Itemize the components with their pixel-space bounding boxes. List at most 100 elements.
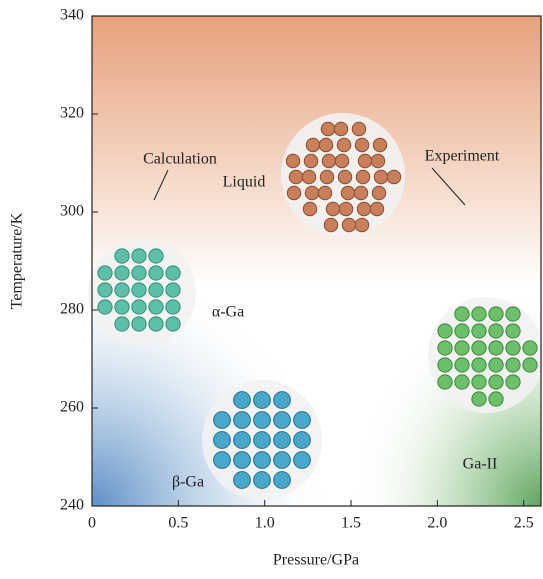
y-tick-label: 320 xyxy=(60,105,84,122)
y-axis-label: Temperature/K xyxy=(9,212,26,309)
atom xyxy=(355,218,368,231)
x-tick-label: 0 xyxy=(88,515,96,532)
atom xyxy=(115,249,129,263)
atom xyxy=(472,341,486,355)
atom xyxy=(132,283,146,297)
annotation: Experiment xyxy=(425,148,500,165)
atom xyxy=(254,432,271,449)
atom xyxy=(455,375,469,389)
atom xyxy=(234,452,251,469)
atom xyxy=(523,341,537,355)
atom xyxy=(489,307,503,321)
annotation: β-Ga xyxy=(172,474,204,491)
atom xyxy=(455,307,469,321)
atom xyxy=(214,452,231,469)
atom xyxy=(489,341,503,355)
atom xyxy=(355,138,368,151)
atom xyxy=(98,266,112,280)
atom xyxy=(472,358,486,372)
atom xyxy=(356,170,369,183)
atom xyxy=(489,392,503,406)
y-tick-label: 340 xyxy=(60,7,84,24)
atom xyxy=(455,341,469,355)
atom xyxy=(132,300,146,314)
atom xyxy=(254,412,271,429)
atom xyxy=(354,186,367,199)
atom xyxy=(115,266,129,280)
atom xyxy=(321,122,334,135)
y-tick-label: 300 xyxy=(60,203,84,220)
atom xyxy=(371,154,384,167)
atom xyxy=(166,300,180,314)
atom xyxy=(149,249,163,263)
atom xyxy=(132,266,146,280)
atom xyxy=(149,300,163,314)
atom xyxy=(294,452,311,469)
atom xyxy=(286,154,299,167)
atom xyxy=(214,412,231,429)
atom xyxy=(166,266,180,280)
atom xyxy=(358,154,371,167)
atom xyxy=(438,324,452,338)
atom xyxy=(234,472,251,489)
atom xyxy=(472,392,486,406)
atom xyxy=(506,358,520,372)
atom xyxy=(339,202,352,215)
atom xyxy=(274,392,291,409)
x-tick-label: 2.0 xyxy=(427,515,447,532)
annotation: α-Ga xyxy=(212,304,244,321)
atom xyxy=(324,218,337,231)
atom xyxy=(98,300,112,314)
atom xyxy=(387,170,400,183)
atom xyxy=(455,358,469,372)
atom xyxy=(234,432,251,449)
atom xyxy=(234,392,251,409)
atom xyxy=(455,324,469,338)
atom xyxy=(149,317,163,331)
atom xyxy=(294,432,311,449)
atom xyxy=(149,283,163,297)
atom xyxy=(438,341,452,355)
x-tick-label: 0.5 xyxy=(168,515,188,532)
atom xyxy=(166,283,180,297)
atom xyxy=(303,202,316,215)
chart: 00.51.01.52.02.5240260280300320340Calcul… xyxy=(0,0,543,574)
atom xyxy=(302,170,315,183)
atom xyxy=(335,154,348,167)
atom xyxy=(320,170,333,183)
x-tick-label: 1.0 xyxy=(255,515,275,532)
atom xyxy=(294,412,311,429)
atom xyxy=(523,358,537,372)
atom xyxy=(438,375,452,389)
atom xyxy=(506,341,520,355)
atom xyxy=(373,138,386,151)
atom xyxy=(318,186,331,199)
x-axis-label: Pressure/GPa xyxy=(273,552,359,569)
atom xyxy=(352,122,365,135)
atom xyxy=(254,452,271,469)
atom xyxy=(489,358,503,372)
atom xyxy=(506,324,520,338)
y-tick-label: 260 xyxy=(60,399,84,416)
atom xyxy=(372,186,385,199)
atom xyxy=(357,202,370,215)
atom xyxy=(438,358,452,372)
y-tick-label: 280 xyxy=(60,301,84,318)
atom xyxy=(472,324,486,338)
atom xyxy=(132,317,146,331)
atom xyxy=(338,170,351,183)
atom xyxy=(274,412,291,429)
atom xyxy=(274,472,291,489)
atom xyxy=(334,122,347,135)
atom xyxy=(254,392,271,409)
atom xyxy=(306,138,319,151)
atom xyxy=(115,283,129,297)
atom xyxy=(341,186,354,199)
atom xyxy=(506,307,520,321)
atom xyxy=(489,324,503,338)
y-tick-label: 240 xyxy=(60,497,84,514)
atom xyxy=(274,452,291,469)
atom xyxy=(166,317,180,331)
atom xyxy=(472,307,486,321)
atom xyxy=(149,266,163,280)
